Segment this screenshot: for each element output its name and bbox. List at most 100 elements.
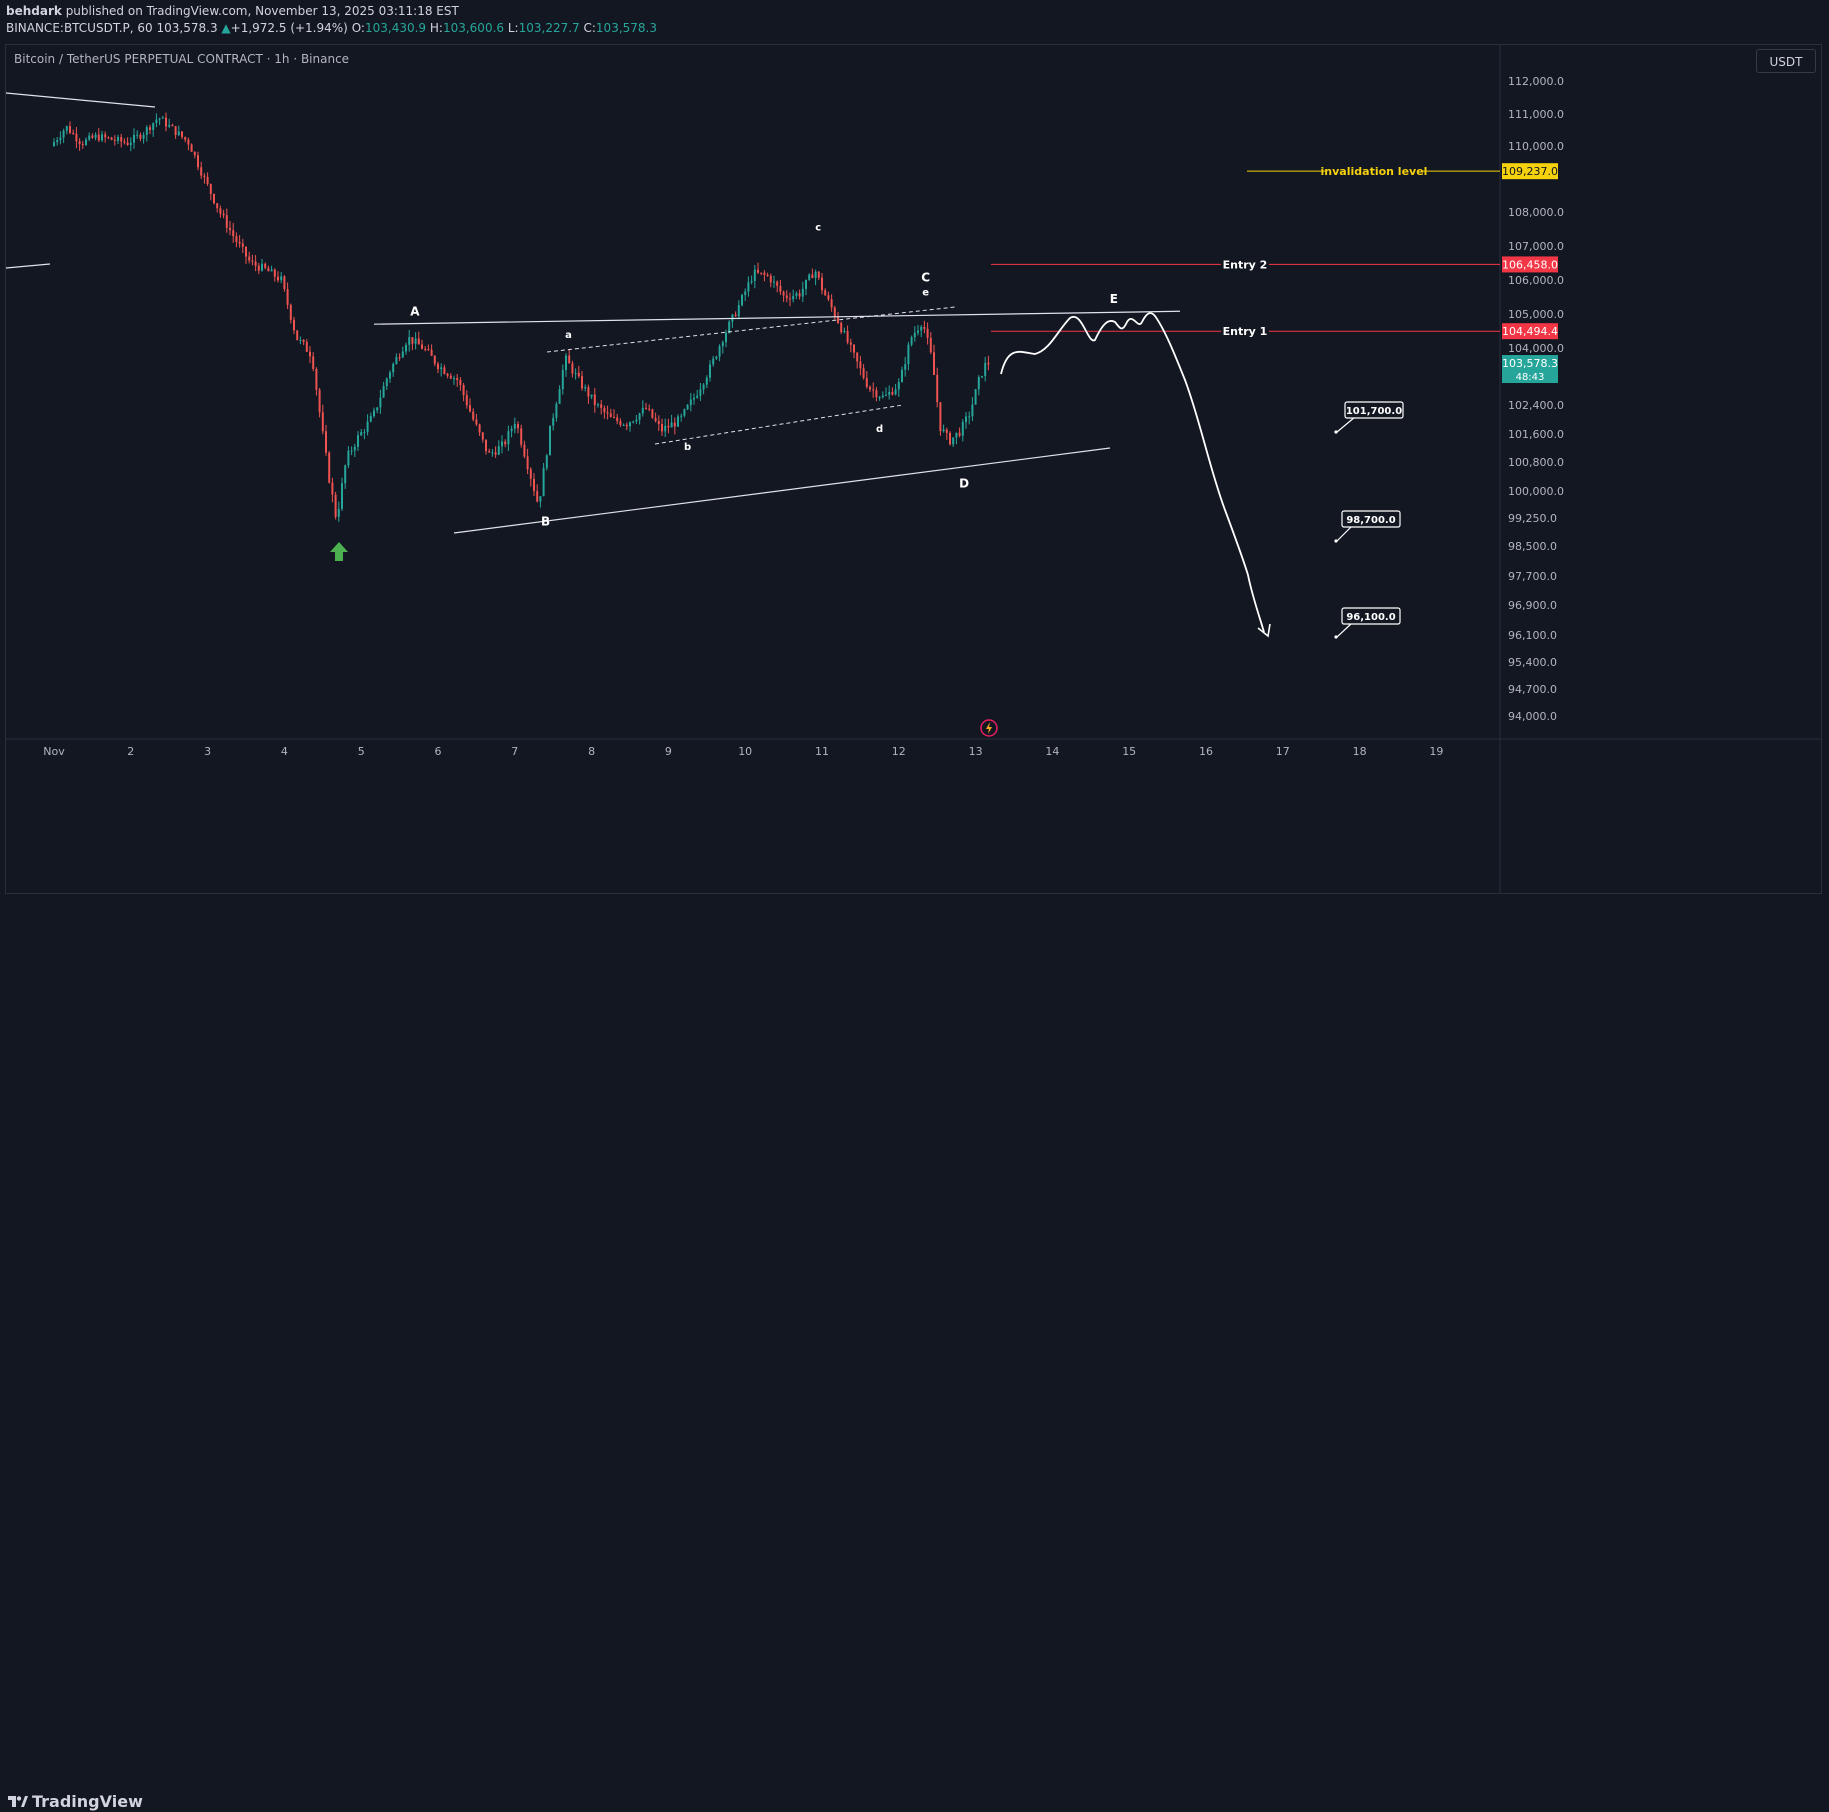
candle-body: [555, 403, 558, 418]
target-pointer: [1336, 622, 1353, 638]
wave-label: d: [876, 424, 883, 435]
candle-body: [926, 328, 929, 338]
candle-body: [513, 424, 516, 429]
candle-body: [302, 339, 305, 343]
low-value: 103,227.7: [518, 21, 580, 35]
candle-body: [981, 375, 983, 378]
tradingview-logo[interactable]: TradingView: [8, 1792, 143, 1811]
price-tick-label: 108,000.0: [1508, 206, 1564, 219]
candle-body: [814, 271, 817, 279]
price-tick-label: 112,000.0: [1508, 75, 1564, 88]
candle-body: [78, 141, 81, 144]
candle-body: [72, 133, 75, 135]
price-tick-label: 111,000.0: [1508, 108, 1564, 121]
candle-body: [558, 389, 561, 404]
candle-body: [101, 134, 103, 141]
candle-body: [718, 346, 721, 357]
time-tick-label: 2: [127, 745, 134, 758]
candle-body: [936, 374, 939, 403]
candle-body: [904, 364, 907, 370]
candle-body: [456, 378, 459, 380]
price-tag-text: 109,237.0: [1502, 165, 1558, 178]
wave-label: D: [959, 476, 969, 490]
target-box: [1341, 510, 1401, 528]
candle-body: [437, 363, 439, 370]
currency-selector[interactable]: USDT: [1756, 49, 1816, 73]
high-value: 103,600.6: [442, 21, 505, 35]
time-tick-label: Nov: [43, 745, 65, 758]
candle-body: [894, 389, 897, 395]
target-label: 98,700.0: [1346, 515, 1395, 526]
candle-body: [241, 243, 244, 247]
candle-body: [299, 339, 302, 341]
price-tick-label: 106,000.0: [1508, 274, 1564, 287]
candle-body: [497, 446, 500, 455]
target-pointer: [1336, 416, 1356, 433]
author-name[interactable]: behdark: [6, 4, 62, 18]
candle-body: [865, 377, 868, 387]
candle-body: [181, 131, 183, 137]
close-value: 103,578.3: [595, 21, 657, 35]
candle-body: [533, 478, 535, 492]
candle-body: [248, 256, 251, 261]
price-tick-label: 104,000.0: [1508, 342, 1564, 355]
candle-body: [337, 508, 340, 517]
candle-body: [465, 395, 468, 406]
candle-body: [753, 269, 756, 282]
candle-body: [881, 395, 884, 398]
candle-body: [382, 386, 385, 398]
time-tick-label: 10: [738, 745, 752, 758]
candle-body: [286, 289, 289, 305]
candle-body: [395, 357, 398, 364]
candle-body: [565, 355, 567, 370]
old-trendline-short: [5, 263, 51, 269]
candle-body: [443, 367, 446, 374]
price-tick-label: 105,000.0: [1508, 308, 1564, 321]
candle-body: [632, 421, 635, 423]
candle-body: [277, 276, 279, 281]
symbol-text[interactable]: BINANCE:BTCUSDT.P, 60: [6, 21, 153, 35]
candle-body: [923, 326, 926, 329]
candle-body: [798, 293, 801, 297]
price-tag: [1502, 323, 1558, 340]
wave-channel-lower-dashed: [654, 404, 904, 445]
forecast-path: [1000, 312, 1265, 633]
candle-body: [593, 394, 596, 405]
candle-body: [769, 275, 772, 283]
candle-body: [766, 274, 769, 276]
candle-body: [945, 429, 948, 433]
candle-body: [805, 279, 807, 289]
candle-body: [683, 409, 686, 416]
chart-canvas[interactable]: 112,000.0 111,000.0 110,000.0 108,000.0 107,…: [0, 0, 1829, 927]
candle-body: [440, 367, 443, 370]
candle-body: [917, 330, 919, 333]
level-label: Entry 1: [1223, 325, 1268, 338]
price-tick-label: 96,900.0: [1508, 599, 1557, 612]
candle-body: [142, 134, 145, 139]
wave-label: e: [922, 287, 929, 298]
candle-body: [965, 416, 967, 423]
triangle-upper-line: [373, 310, 1181, 325]
candle-body: [536, 491, 539, 502]
tradingview-logo-icon: [8, 1793, 28, 1807]
candle-body: [270, 269, 273, 272]
candle-body: [971, 404, 974, 417]
candle-body: [408, 337, 411, 345]
candle-body: [523, 444, 526, 457]
candle-body: [974, 389, 977, 405]
chart-title: Bitcoin / TetherUS PERPETUAL CONTRACT · …: [14, 52, 350, 66]
candle-body: [545, 455, 548, 469]
publish-text: published on TradingView.com, November 1…: [65, 4, 459, 18]
candle-body: [705, 377, 708, 385]
candle-body: [504, 441, 507, 445]
candle-body: [968, 416, 971, 418]
candle-body: [597, 404, 599, 406]
event-bolt-icon: [986, 722, 992, 734]
candle-body: [539, 496, 542, 502]
candle-body: [110, 137, 113, 140]
candle-body: [897, 382, 900, 390]
candle-body: [139, 134, 142, 139]
candle-body: [843, 330, 846, 333]
candle-body: [933, 352, 935, 375]
candle-body: [629, 422, 631, 427]
